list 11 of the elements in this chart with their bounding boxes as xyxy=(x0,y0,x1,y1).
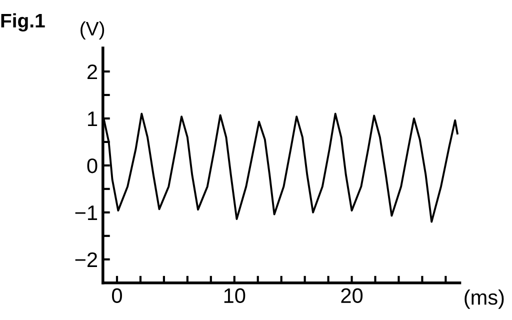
y-tick-label: 2 xyxy=(88,64,98,80)
x-tick-label: 20 xyxy=(341,288,363,304)
y-tick-label: −2 xyxy=(75,252,98,267)
chart-title: Fig.1 xyxy=(1,13,45,32)
y-tick-label: 1 xyxy=(88,112,98,126)
x-tick-label: 10 xyxy=(224,288,246,304)
x-axis-title: (ms) xyxy=(464,289,504,309)
y-tick-label: 0 xyxy=(87,158,98,174)
x-tick-label: 0 xyxy=(112,288,122,304)
y-axis-title: (V) xyxy=(80,21,104,40)
y-tick-label: −1 xyxy=(75,206,98,220)
